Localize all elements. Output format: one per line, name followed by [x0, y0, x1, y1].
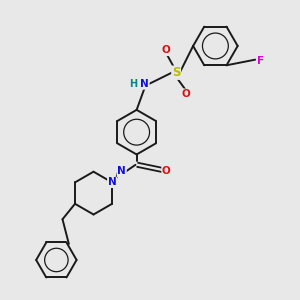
Text: O: O [162, 167, 171, 176]
Text: N: N [108, 177, 116, 188]
Text: N: N [140, 79, 149, 89]
Text: S: S [172, 66, 180, 79]
Text: O: O [162, 45, 171, 56]
Text: F: F [257, 56, 264, 66]
Text: O: O [181, 89, 190, 99]
Text: N: N [117, 167, 126, 176]
Text: H: H [129, 79, 137, 89]
